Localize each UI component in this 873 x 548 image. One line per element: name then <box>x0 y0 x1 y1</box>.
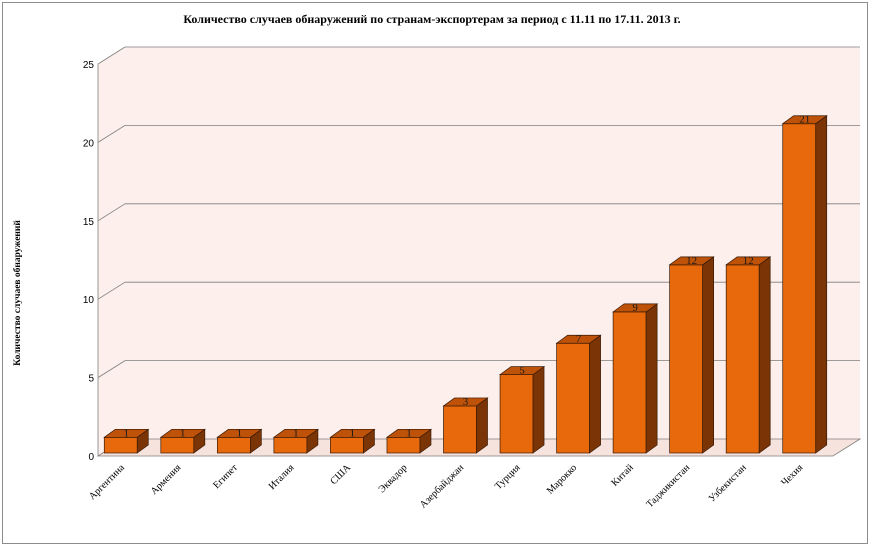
bar <box>442 397 489 454</box>
bar-front <box>386 436 421 454</box>
bar-top <box>216 428 263 438</box>
y-tick-label: 10 <box>83 295 95 306</box>
x-tick-label: Азербайджан <box>418 462 467 511</box>
y-tick-label: 5 <box>88 374 94 385</box>
y-tick-label: 0 <box>88 452 94 463</box>
bar <box>329 428 376 454</box>
y-tick-label: 25 <box>83 60 95 71</box>
bar <box>103 428 150 454</box>
bar-front <box>160 436 195 454</box>
bar-top <box>498 366 546 375</box>
bar-front <box>669 264 704 454</box>
x-tick-label: Италия <box>267 462 297 492</box>
data-label: 9 <box>632 302 638 314</box>
data-label: 1 <box>124 427 130 439</box>
chart-title: Количество случаев обнаружений по страна… <box>183 12 680 26</box>
data-label: 7 <box>576 333 582 345</box>
bar-top <box>555 334 602 344</box>
bar-side <box>589 334 601 454</box>
bar-front <box>725 264 760 454</box>
bar-side <box>758 256 771 454</box>
bar-side <box>645 303 658 454</box>
bar-side <box>815 115 828 454</box>
bar-front <box>216 436 251 454</box>
data-label: 21 <box>799 114 810 126</box>
bar-top <box>442 397 489 407</box>
x-tick-label: Узбекистан <box>707 462 750 505</box>
bar <box>159 428 206 454</box>
x-tick-label: Эквадор <box>377 462 410 495</box>
data-label: 12 <box>743 255 754 267</box>
gridline-side-20 <box>97 125 126 143</box>
x-tick-label: Китай <box>609 462 636 489</box>
bar <box>385 428 433 454</box>
bar <box>668 256 715 454</box>
gridline-side-5 <box>97 360 126 378</box>
y-axis-title: Количество случаев обнаружений <box>12 220 23 366</box>
bar-top <box>159 428 206 438</box>
bar-top <box>781 115 828 125</box>
x-tick-label: Чехия <box>779 462 805 488</box>
bar-front <box>330 436 364 454</box>
x-tick-label: Египет <box>211 462 240 491</box>
bar-top <box>329 428 376 438</box>
bar-top <box>385 428 433 438</box>
chart-svg: 05101520251Аргентина1Армения1Египет1Итал… <box>12 12 862 511</box>
data-label: 3 <box>463 396 469 408</box>
bar <box>781 115 828 454</box>
bar-front <box>443 405 477 454</box>
bar-side <box>532 365 545 454</box>
bar-front <box>273 436 308 454</box>
bar-front <box>499 374 534 454</box>
data-label: 5 <box>519 365 525 377</box>
data-label: 1 <box>180 427 186 439</box>
x-tick-label: Армения <box>149 462 184 497</box>
data-label: 1 <box>237 427 243 439</box>
bar <box>272 428 319 454</box>
bar-top <box>725 256 772 266</box>
x-tick-label: Аргентина <box>87 462 127 502</box>
y-tick-label: 20 <box>83 138 95 149</box>
bars <box>103 115 828 454</box>
bar-top <box>668 256 715 266</box>
side-wall <box>98 47 125 456</box>
bar-top <box>272 428 319 438</box>
bar-top <box>103 428 150 438</box>
data-label: 1 <box>350 427 356 439</box>
data-label: 12 <box>686 255 697 267</box>
bar-front <box>103 436 138 454</box>
bar-side <box>702 256 715 454</box>
bar <box>612 303 659 454</box>
bar <box>555 334 602 454</box>
bar-top <box>612 303 659 313</box>
x-tick-label: Марокко <box>545 462 579 496</box>
bar-front <box>556 342 590 454</box>
y-tick-label: 15 <box>83 217 95 228</box>
gridline-side-10 <box>97 281 126 300</box>
data-label: 1 <box>406 427 412 439</box>
bar-front <box>612 311 647 454</box>
data-label: 1 <box>293 427 299 439</box>
gridline-side-15 <box>97 203 126 222</box>
bar <box>216 428 263 454</box>
bar-side <box>476 397 488 454</box>
gridline-side-25 <box>97 46 126 65</box>
bar-front <box>782 123 817 454</box>
x-tick-label: США <box>328 462 353 487</box>
bar <box>725 256 772 454</box>
x-tick-label: Таджикистан <box>644 462 692 510</box>
bar <box>498 365 546 454</box>
x-tick-label: Турция <box>493 462 523 492</box>
